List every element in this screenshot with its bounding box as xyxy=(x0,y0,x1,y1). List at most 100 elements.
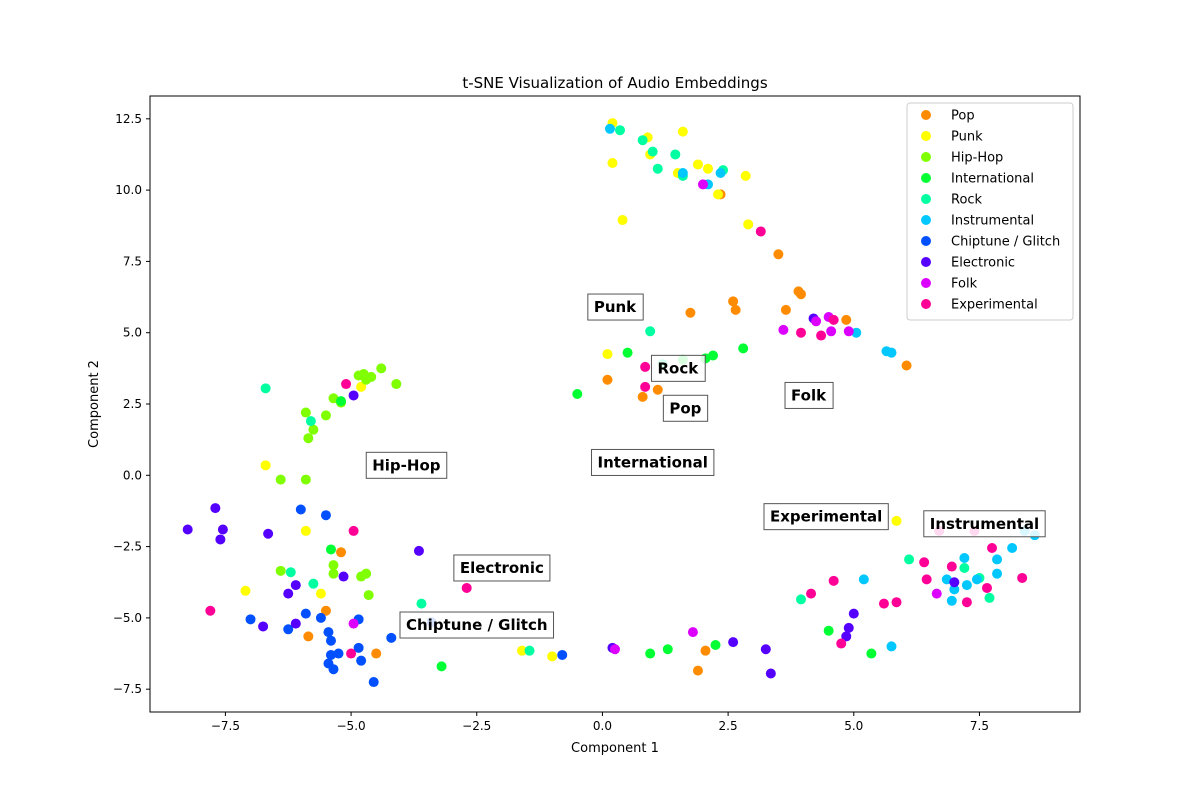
point-instrumental xyxy=(959,553,970,563)
point-international xyxy=(336,396,347,407)
legend-entry: Instrumental xyxy=(921,214,1034,229)
point-pop xyxy=(773,249,784,260)
x-tick-label: 5.0 xyxy=(844,719,863,733)
point-instrumental xyxy=(992,568,1003,579)
y-tick-label: 10.0 xyxy=(115,183,142,197)
point-rock xyxy=(524,645,535,656)
point-rock xyxy=(796,594,806,605)
point-international xyxy=(572,389,583,400)
x-tick-label: −2.5 xyxy=(462,719,491,733)
cluster-label: Instrumental xyxy=(923,510,1046,538)
point-chiptune-glitch xyxy=(325,635,336,646)
point-electronic xyxy=(848,608,859,619)
legend-marker xyxy=(921,173,931,183)
point-hip-hop xyxy=(363,590,374,601)
x-axis-ticks: −7.5 −5.0 −2.5 0.0 2.5 5.0 7.5 xyxy=(211,712,989,733)
point-folk xyxy=(697,179,708,190)
cluster-label: Electronic xyxy=(453,554,551,582)
legend-marker xyxy=(921,215,931,225)
point-chiptune-glitch xyxy=(368,677,379,688)
cluster-label: Folk xyxy=(784,381,834,409)
point-instrumental xyxy=(851,327,862,338)
point-electronic xyxy=(215,534,226,545)
point-experimental xyxy=(828,314,839,325)
cluster-label-box xyxy=(587,293,644,321)
point-experimental xyxy=(816,330,827,341)
point-hip-hop xyxy=(376,363,387,374)
point-punk xyxy=(677,126,688,137)
legend-marker xyxy=(921,110,931,120)
point-hip-hop xyxy=(328,568,339,579)
point-electronic xyxy=(210,503,221,514)
point-experimental xyxy=(796,327,806,338)
point-hip-hop xyxy=(320,410,331,421)
point-punk xyxy=(300,525,311,536)
point-hip-hop xyxy=(275,565,286,576)
point-instrumental xyxy=(715,168,726,178)
point-chiptune-glitch xyxy=(245,614,256,625)
point-electronic xyxy=(217,524,228,535)
y-tick-label: 5.0 xyxy=(123,326,142,340)
point-pop xyxy=(371,648,382,659)
point-chiptune-glitch xyxy=(328,664,339,675)
point-punk xyxy=(713,189,724,200)
legend-box xyxy=(906,102,1074,321)
point-hip-hop xyxy=(328,393,339,404)
point-experimental xyxy=(946,561,957,572)
legend-marker xyxy=(921,299,931,309)
legend-entry: Folk xyxy=(921,277,978,292)
legend-label: Experimental xyxy=(951,298,1038,313)
point-experimental xyxy=(640,361,651,372)
point-folk xyxy=(843,326,854,337)
y-axis-label: Component 2 xyxy=(87,360,102,448)
legend-entry: Pop xyxy=(921,109,975,124)
point-rock xyxy=(260,383,271,394)
point-chiptune-glitch xyxy=(333,648,344,659)
point-pop xyxy=(303,631,314,642)
point-pop xyxy=(652,384,663,395)
cluster-label-text: International xyxy=(598,453,708,471)
point-international xyxy=(738,343,749,354)
cluster-label-box xyxy=(591,448,715,476)
cluster-labels: Punk Rock Pop Folk International Hip-Hop Exper… xyxy=(365,293,1046,639)
point-chiptune-glitch xyxy=(300,608,311,619)
point-experimental xyxy=(919,557,930,568)
point-pop xyxy=(685,307,696,318)
point-electronic xyxy=(413,545,424,556)
point-international xyxy=(645,648,656,659)
point-rock xyxy=(305,416,316,427)
point-international xyxy=(662,644,673,655)
cluster-label-box xyxy=(662,394,709,422)
point-experimental xyxy=(878,598,889,609)
point-international xyxy=(622,347,633,358)
point-punk xyxy=(547,651,558,662)
legend-entry: Chiptune / Glitch xyxy=(921,235,1060,250)
point-folk xyxy=(687,627,698,638)
point-electronic xyxy=(338,571,349,582)
point-electronic xyxy=(841,631,852,642)
point-chiptune-glitch xyxy=(353,642,364,653)
point-experimental xyxy=(346,648,357,659)
cluster-label-text: Chiptune / Glitch xyxy=(406,616,548,634)
point-rock xyxy=(904,554,915,565)
legend-marker xyxy=(921,131,931,141)
point-pop xyxy=(700,645,711,656)
legend-label: Instrumental xyxy=(951,214,1034,229)
point-chiptune-glitch xyxy=(320,510,331,521)
point-pop xyxy=(320,605,331,616)
point-experimental xyxy=(828,575,839,586)
legend-entry: Hip-Hop xyxy=(921,151,1003,166)
point-electronic xyxy=(182,524,193,535)
y-tick-label: −2.5 xyxy=(113,540,142,554)
point-instrumental xyxy=(992,554,1003,565)
legend-label: Punk xyxy=(951,130,983,145)
point-electronic xyxy=(283,588,294,599)
point-rock xyxy=(615,125,626,136)
point-international xyxy=(866,648,877,659)
point-punk xyxy=(740,170,751,181)
point-punk xyxy=(240,585,251,596)
cluster-label-box xyxy=(365,451,448,479)
point-experimental xyxy=(987,543,998,554)
cluster-label-text: Instrumental xyxy=(930,515,1039,533)
point-experimental xyxy=(921,574,932,585)
